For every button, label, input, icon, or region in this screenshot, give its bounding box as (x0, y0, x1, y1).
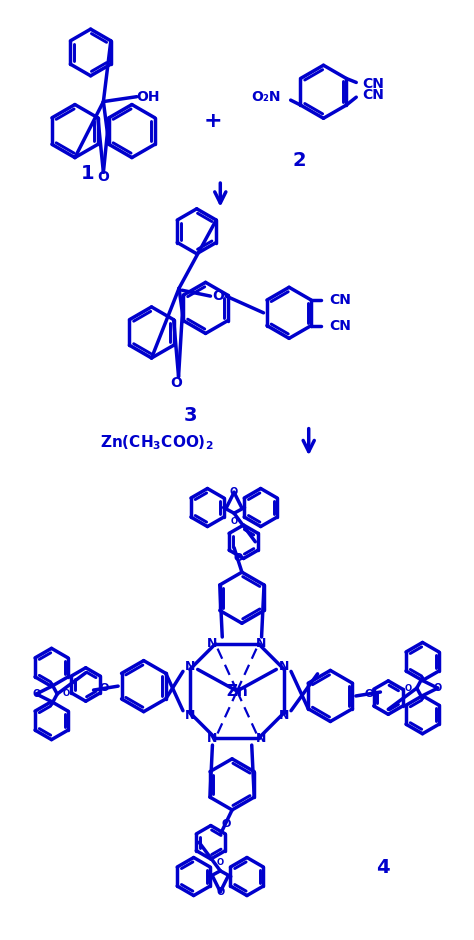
Text: 2: 2 (292, 151, 306, 170)
Text: O: O (100, 683, 109, 693)
Text: +: + (204, 111, 223, 132)
Text: O: O (217, 858, 224, 867)
Text: O: O (62, 690, 69, 698)
Text: O: O (405, 683, 412, 693)
Text: N: N (256, 637, 267, 650)
Text: CN: CN (330, 293, 352, 307)
Text: N: N (207, 637, 218, 650)
Text: O: O (233, 554, 243, 563)
Text: O: O (98, 170, 109, 184)
Text: O: O (365, 689, 374, 699)
Text: N: N (185, 660, 195, 673)
Text: N: N (185, 709, 195, 722)
Text: CN: CN (362, 88, 384, 102)
Text: OH: OH (136, 89, 159, 103)
Text: CN: CN (330, 319, 352, 333)
Text: Zn: Zn (226, 683, 248, 698)
Text: 3: 3 (184, 406, 198, 426)
Text: 1: 1 (81, 164, 94, 182)
Text: CN: CN (362, 77, 384, 91)
Text: N: N (207, 731, 218, 744)
Text: 4: 4 (375, 858, 389, 877)
Text: $\mathregular{Zn(CH_3COO)_2}$: $\mathregular{Zn(CH_3COO)_2}$ (100, 433, 213, 452)
Text: O: O (216, 886, 224, 897)
Text: O: O (212, 290, 224, 303)
Text: O: O (434, 683, 442, 693)
Text: N: N (256, 731, 267, 744)
Text: N: N (279, 660, 289, 673)
Text: N: N (279, 709, 289, 722)
Text: O: O (230, 517, 237, 526)
Text: O: O (230, 487, 238, 497)
Text: O: O (171, 376, 182, 389)
Text: O: O (32, 689, 40, 699)
Text: O₂N: O₂N (251, 90, 281, 104)
Text: O: O (221, 819, 231, 829)
